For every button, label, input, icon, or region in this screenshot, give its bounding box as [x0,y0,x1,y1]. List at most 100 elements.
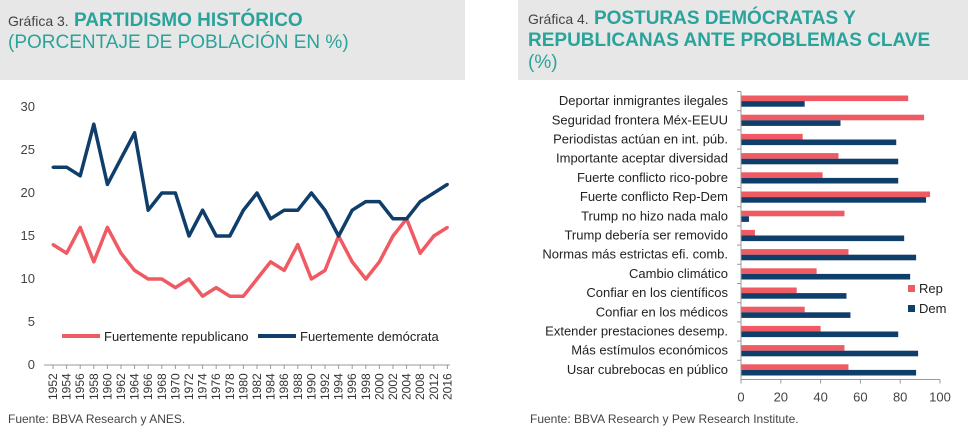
republican-data-point [119,251,123,255]
legend-swatch [908,285,915,292]
right-chart-subtitle: (%) [528,52,558,73]
x-tick-label: 1960 [100,373,114,400]
dem-bar [741,331,899,338]
x-tick-label: 1962 [114,373,128,400]
rep-bar [741,268,817,274]
republican-data-point [78,225,82,229]
right-chart-source: Fuente: BBVA Research y Pew Research Ins… [530,412,799,426]
republican-data-point [323,268,327,272]
x-tick-label: 1958 [87,373,101,400]
x-tick-label: 1974 [196,373,210,400]
x-tick-label: 60 [853,390,867,405]
x-tick-label: 1972 [182,373,196,400]
democrat-data-point [445,182,449,186]
y-tick-label: 30 [21,99,35,114]
x-tick-label: 1952 [46,373,60,400]
x-tick-label: 100 [929,390,951,405]
category-label: Importante aceptar diversidad [556,151,728,166]
democrat-data-point [173,191,177,195]
category-label: Periodistas actúan en int. púb. [553,132,728,147]
democrat-data-point [364,200,368,204]
democrat-data-point [214,234,218,238]
legend-label: Fuertemente republicano [104,329,249,344]
republican-data-point [51,243,55,247]
rep-bar [741,210,845,217]
category-label: Seguridad frontera Méx-EEUU [552,112,728,127]
category-label: Confiar en los científicos [586,285,728,300]
dem-bar [741,350,919,357]
x-tick-label: 1990 [304,373,318,400]
x-tick-label: 20 [774,390,788,405]
x-tick-label: 1980 [236,373,250,400]
category-label: Trump debería ser removido [564,228,728,243]
dem-bar [741,216,749,222]
rep-bar [741,95,909,102]
rep-bar [741,287,797,294]
republican-data-point [445,225,449,229]
democrat-data-point [391,217,395,221]
democrat-data-point [201,208,205,212]
dem-bar [741,139,897,146]
legend-label: Rep [919,281,943,296]
category-label: Usar cubrebocas en público [567,362,728,377]
democrat-data-point [405,217,409,221]
x-tick-label: 1986 [277,373,291,400]
republican-data-point [65,251,69,255]
x-tick-label: 1996 [345,373,359,400]
dem-bar [741,120,841,126]
x-tick-label: 1966 [141,373,155,400]
republican-data-point [282,268,286,272]
category-label: Más estímulos económicos [571,343,728,358]
republican-data-point [228,294,232,298]
dem-bar [741,273,911,280]
republican-data-point [391,234,395,238]
legend-label: Dem [919,301,946,316]
x-tick-label: 2012 [427,373,441,400]
category-label: Confiar en los médicos [596,304,729,319]
democrat-data-point [92,122,96,126]
rep-bar [741,133,803,140]
democrat-data-point [51,165,55,169]
partisanship-chart-panel: Gráfica 3. PARTIDISMO HISTÓRICO (PORCENT… [0,0,470,431]
democrat-data-point [119,157,123,161]
x-tick-label: 1968 [155,373,169,400]
x-tick-label: 1984 [264,373,278,400]
rep-bar [741,114,925,121]
y-tick-label: 25 [21,142,35,157]
democrat-data-point [418,200,422,204]
left-chart-title-box: Gráfica 3. PARTIDISMO HISTÓRICO (PORCENT… [0,0,465,80]
line-chart-svg: 0 5 10 15 20 25 30 1952 1954 1956 1958 1960 1962 1964… [21,99,455,400]
republican-data-point [309,277,313,281]
republican-data-point [105,225,109,229]
democrat-data-point [255,191,259,195]
democrat-data-point [323,208,327,212]
republican-data-point [255,277,259,281]
republican-data-point [432,234,436,238]
x-tick-label: 1964 [128,373,142,400]
dem-bar [741,312,851,318]
category-label: Fuerte conflicto Rep-Dem [580,189,728,204]
republican-data-point [187,277,191,281]
rep-bar [741,229,755,236]
democrat-data-point [269,217,273,221]
x-tick-label: 1976 [209,373,223,400]
x-tick-label: 1956 [73,373,87,400]
legend-label: Fuertemente demócrata [300,329,440,344]
bar-chart-svg: Deportar inmigrantes ilegales Seguridad f… [542,91,951,405]
democrat-data-point [160,191,164,195]
rep-bar [741,249,849,255]
y-tick-label: 5 [28,314,35,329]
republican-data-point [133,268,137,272]
republican-data-point [173,286,177,290]
category-label: Extender prestaciones desemp. [545,324,728,339]
democrat-data-point [241,208,245,212]
x-tick-label: 2002 [386,373,400,400]
x-tick-label: 0 [737,390,744,405]
x-tick-label: 1982 [250,373,264,400]
right-chart-label: Gráfica 4. [528,11,589,27]
dem-bar [741,158,899,165]
x-tick-label: 80 [893,390,907,405]
republican-data-point [296,243,300,247]
democrat-data-point [187,234,191,238]
x-tick-label: 1970 [168,373,182,400]
